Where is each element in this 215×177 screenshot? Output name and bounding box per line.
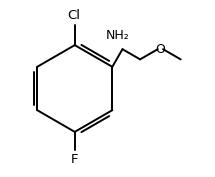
Text: O: O xyxy=(155,43,165,56)
Text: NH₂: NH₂ xyxy=(106,29,130,42)
Text: F: F xyxy=(71,153,78,166)
Text: Cl: Cl xyxy=(67,9,80,22)
